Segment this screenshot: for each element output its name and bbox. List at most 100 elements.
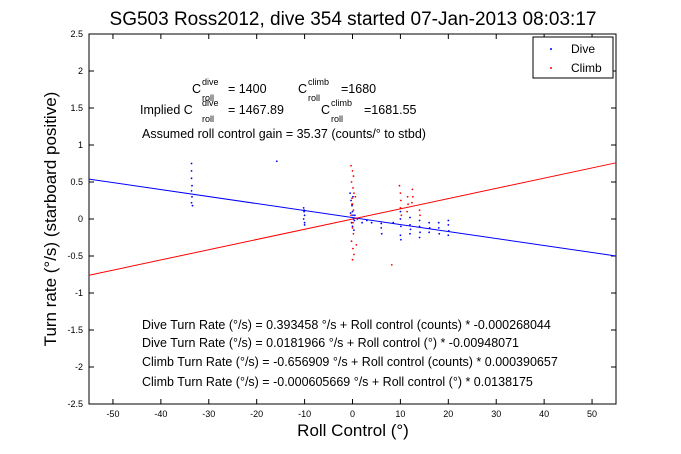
y-tick-label: 2 — [78, 66, 83, 76]
data-point-dive — [303, 210, 306, 213]
x-tick-label: 40 — [539, 409, 549, 419]
data-point-climb — [352, 221, 354, 224]
data-point-dive — [399, 210, 402, 213]
data-point-dive — [303, 214, 306, 217]
data-point-dive — [370, 221, 373, 224]
data-point-climb — [350, 214, 352, 217]
data-point-climb — [355, 244, 358, 246]
data-point-climb — [353, 192, 355, 195]
data-point-dive — [447, 229, 450, 232]
data-point-climb — [406, 210, 409, 213]
data-point-dive — [437, 226, 440, 229]
implied-dive-superscript: dive — [202, 98, 219, 108]
c-dive-value: = 1400 — [228, 82, 267, 96]
data-point-dive — [303, 209, 306, 212]
data-point-dive — [399, 234, 402, 237]
data-point-dive — [275, 160, 278, 163]
roll-c-annotation: C dive roll = 1400 C climb roll =1680 Im… — [140, 77, 426, 141]
y-tick-label: -1 — [75, 288, 83, 298]
fit-equation-4: Climb Turn Rate (°/s) = -0.000605669 °/s… — [142, 375, 533, 389]
data-point-dive — [418, 219, 421, 222]
data-point-dive — [352, 195, 354, 198]
data-point-dive — [428, 231, 431, 234]
data-point-dive — [409, 216, 411, 219]
data-point-dive — [380, 222, 383, 225]
data-point-dive — [352, 218, 355, 220]
data-point-dive — [350, 221, 353, 224]
data-point-dive — [351, 225, 354, 228]
data-point-dive — [409, 232, 411, 235]
c-climb-subscript: roll — [308, 93, 320, 103]
data-point-climb — [399, 199, 402, 202]
data-point-climb — [351, 258, 354, 261]
data-point-dive — [303, 221, 306, 224]
legend-climb-marker — [550, 67, 552, 69]
data-point-dive — [349, 192, 352, 195]
data-point-climb — [351, 226, 354, 229]
legend: Dive Climb — [532, 36, 614, 79]
fit-equation-2: Dive Turn Rate (°/s) = 0.0181966 °/s + R… — [142, 336, 519, 350]
data-point-climb — [351, 170, 354, 172]
y-tick-label: 0 — [78, 214, 83, 224]
data-point-climb — [419, 214, 421, 217]
data-point-climb — [406, 195, 409, 198]
gain-annotation: Assumed roll control gain = 35.37 (count… — [142, 127, 426, 141]
data-point-dive — [380, 232, 383, 235]
implied-climb-subscript: roll — [331, 114, 343, 124]
x-tick-label: -30 — [202, 409, 215, 419]
x-axis-label: Roll Control (°) — [297, 421, 409, 440]
data-point-climb — [351, 197, 353, 200]
data-point-dive — [191, 204, 194, 207]
data-point-climb — [399, 192, 402, 195]
fit-line-climb — [88, 162, 617, 276]
data-point-climb — [390, 263, 393, 266]
data-point-dive — [349, 212, 352, 214]
implied-dive-value: = 1467.89 — [228, 103, 284, 117]
c-climb-label: C — [298, 82, 307, 96]
y-tick-label: -0.5 — [67, 251, 83, 261]
data-point-dive — [190, 189, 193, 192]
data-point-dive — [399, 218, 402, 220]
data-point-dive — [428, 226, 431, 229]
data-point-climb — [398, 184, 401, 187]
data-point-dive — [350, 199, 352, 202]
data-point-climb — [418, 209, 421, 212]
chart-title: SG503 Ross2012, dive 354 started 07-Jan-… — [110, 9, 597, 30]
fit-lines — [88, 162, 617, 276]
x-tick-label: 50 — [587, 409, 597, 419]
data-point-climb — [407, 203, 409, 206]
x-tick-label: 30 — [491, 409, 501, 419]
y-tick-label: 1 — [78, 140, 83, 150]
implied-label: Implied C — [140, 103, 193, 117]
data-points — [190, 160, 450, 266]
data-point-dive — [351, 204, 353, 207]
c-climb-value: =1680 — [341, 82, 376, 96]
c-dive-subscript: roll — [202, 93, 214, 103]
data-point-climb — [352, 247, 354, 250]
axis-ticks: -50 -40 -30 -20 -10 0 10 20 30 40 50-2.5-2-1.5-1-0… — [67, 29, 616, 419]
legend-box — [532, 36, 614, 79]
data-point-climb — [353, 253, 355, 256]
data-point-dive — [409, 228, 412, 231]
data-point-dive — [361, 221, 363, 224]
data-point-climb — [352, 175, 355, 177]
data-point-dive — [380, 226, 383, 229]
data-point-climb — [351, 203, 354, 206]
implied-climb-superscript: climb — [331, 98, 352, 108]
x-tick-label: 20 — [443, 409, 453, 419]
implied-dive-subscript: roll — [202, 114, 214, 124]
x-tick-label: -10 — [298, 409, 311, 419]
data-point-dive — [428, 221, 431, 224]
data-point-dive — [352, 214, 354, 217]
y-axis-label: Turn rate (°/s) (starboard positive) — [41, 92, 60, 347]
data-point-dive — [353, 214, 356, 217]
data-point-dive — [437, 221, 440, 224]
data-point-dive — [438, 232, 441, 235]
fit-line-dive — [88, 178, 617, 257]
x-tick-label: 0 — [350, 409, 355, 419]
data-point-dive — [418, 225, 421, 228]
fit-equations: Dive Turn Rate (°/s) = 0.393458 °/s + Ro… — [142, 318, 558, 389]
data-point-dive — [303, 224, 306, 226]
data-point-dive — [447, 234, 450, 237]
